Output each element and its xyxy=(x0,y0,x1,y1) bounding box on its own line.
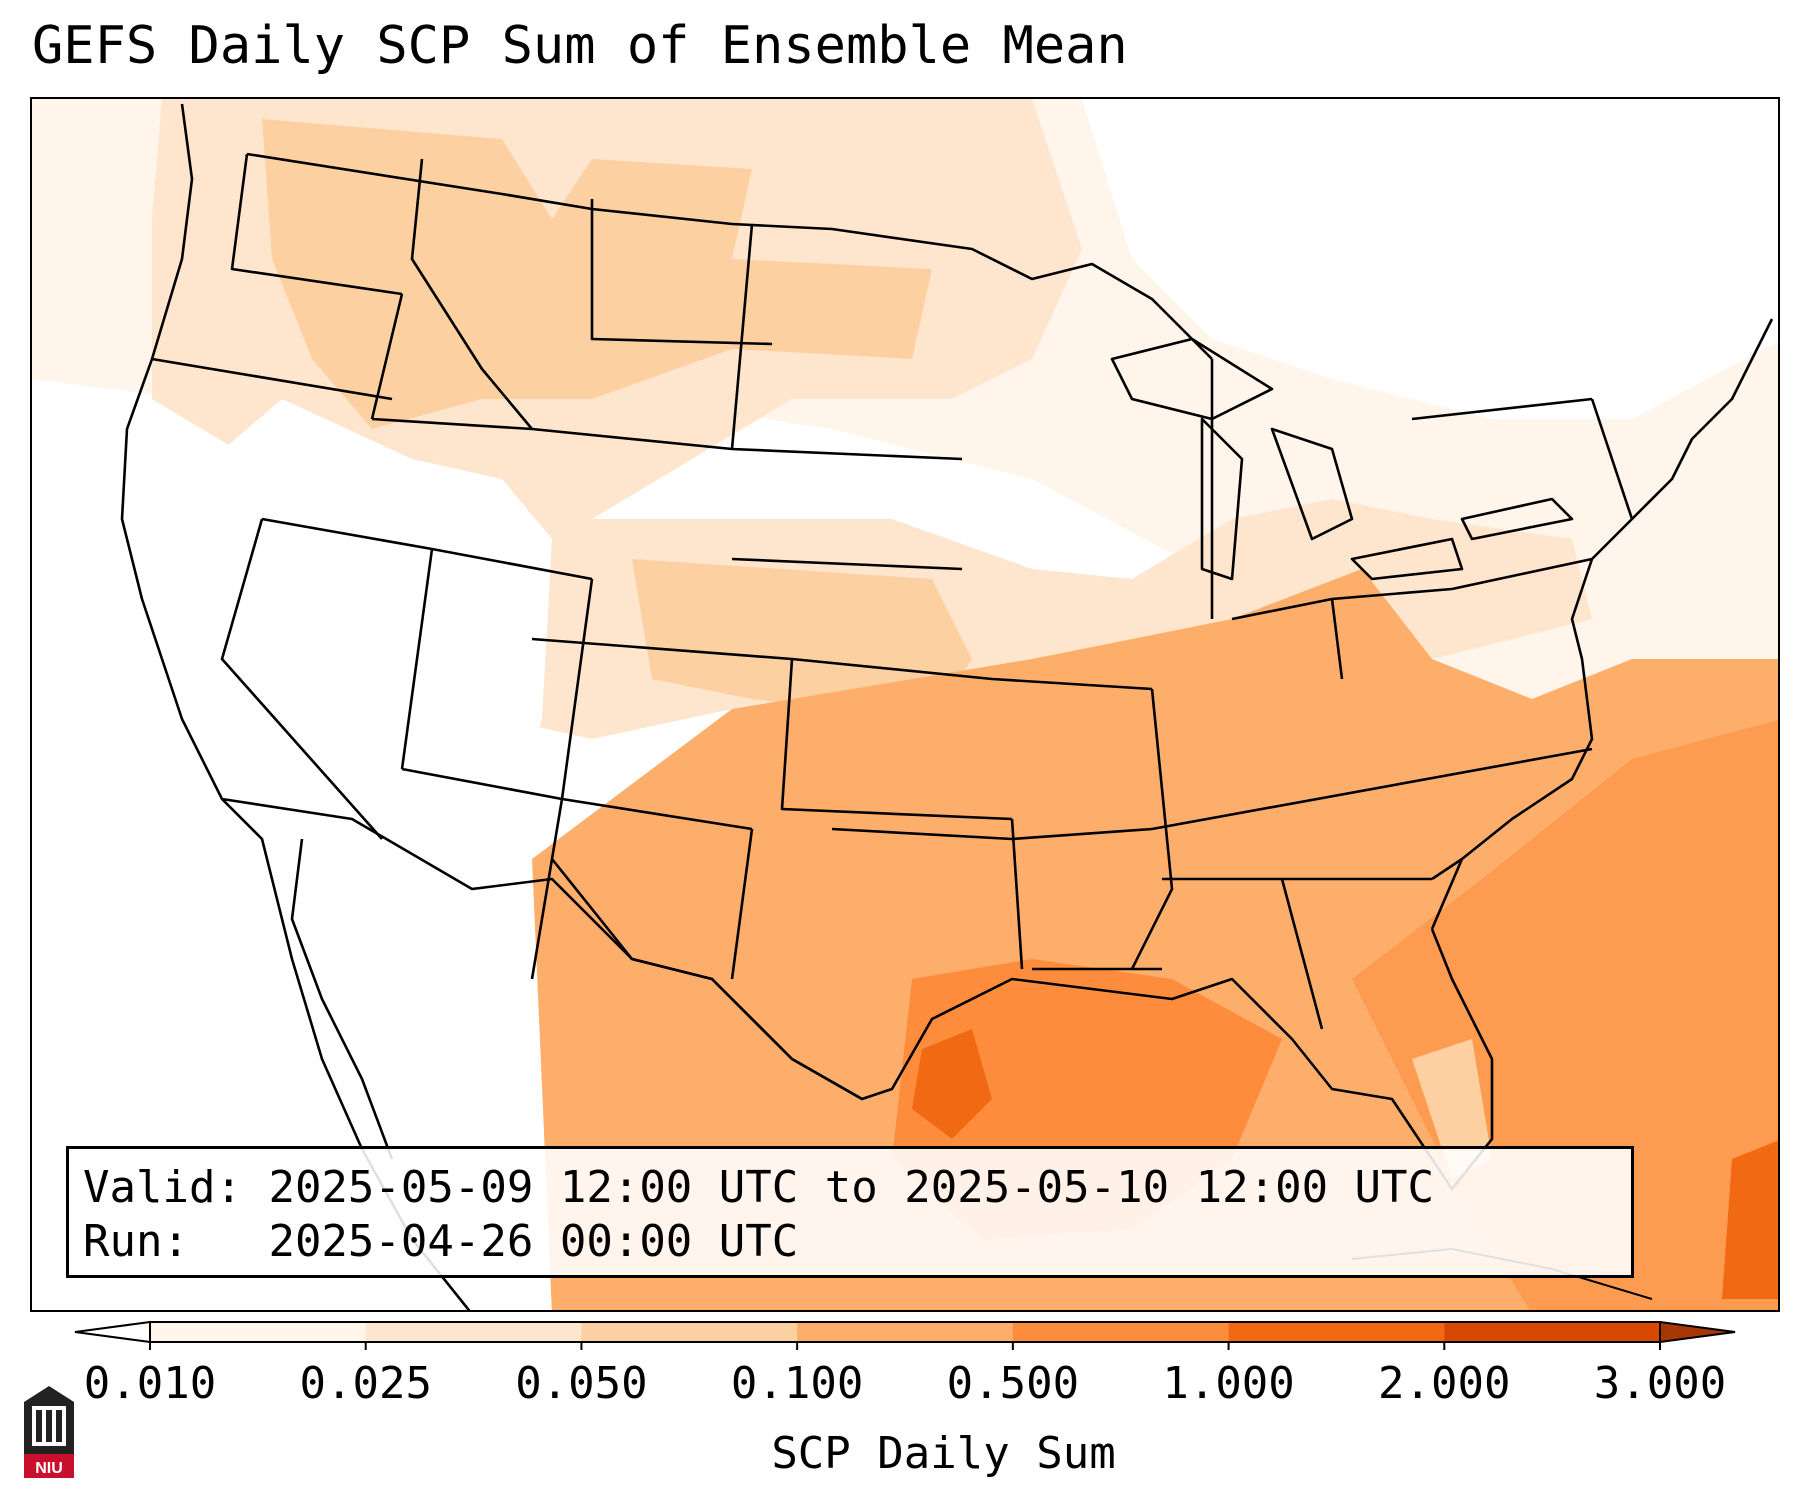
colorbar-segment xyxy=(581,1322,798,1342)
valid-value: 2025-05-09 12:00 UTC to 2025-05-10 12:00… xyxy=(268,1162,1435,1213)
colorbar-segment xyxy=(797,1322,1014,1342)
colorbar-segment xyxy=(365,1322,582,1342)
colorbar-segment xyxy=(1012,1322,1230,1342)
valid-row: Valid: 2025-05-09 12:00 UTC to 2025-05-1… xyxy=(83,1161,1617,1215)
run-value: 2025-04-26 00:00 UTC xyxy=(268,1216,799,1267)
run-row: Run: 2025-04-26 00:00 UTC xyxy=(83,1215,1617,1269)
colorbar-tick-label: 1.000 xyxy=(1162,1358,1295,1409)
colorbar-tick-label: 0.010 xyxy=(83,1358,217,1409)
colorbar-tick-label: 2.000 xyxy=(1378,1358,1511,1409)
colorbar xyxy=(74,1320,1736,1350)
colorbar-label: SCP Daily Sum xyxy=(771,1428,1116,1479)
validity-info-box: Valid: 2025-05-09 12:00 UTC to 2025-05-1… xyxy=(66,1146,1634,1278)
colorbar-tick-label: 0.500 xyxy=(946,1358,1080,1409)
run-label: Run: xyxy=(83,1216,189,1267)
colorbar-under-arrow xyxy=(74,1320,151,1344)
scp-shading xyxy=(32,99,1778,1310)
colorbar-tick-label: 0.025 xyxy=(299,1358,432,1409)
colorbar-tick-label: 0.050 xyxy=(515,1358,648,1409)
logo-text: NIU xyxy=(35,1460,63,1477)
niu-logo-icon: NIU xyxy=(24,1386,74,1478)
colorbar-segment xyxy=(150,1322,367,1342)
map-panel xyxy=(30,97,1780,1312)
colorbar-segment xyxy=(1444,1322,1661,1342)
valid-label: Valid: xyxy=(83,1162,242,1213)
colorbar-segments xyxy=(150,1322,1661,1342)
colorbar-over-arrow xyxy=(1659,1320,1736,1344)
colorbar-outline xyxy=(149,1321,1661,1343)
colorbar-tick-label: 3.000 xyxy=(1593,1358,1727,1409)
colorbar-segment xyxy=(1228,1322,1445,1342)
colorbar-tick-label: 0.100 xyxy=(730,1358,864,1409)
colorbar-tick-marks xyxy=(149,1342,1661,1350)
map-title: GEFS Daily SCP Sum of Ensemble Mean xyxy=(32,16,1128,76)
us-state-boundaries-icon xyxy=(120,103,1774,1310)
scp-field-map xyxy=(32,99,1778,1310)
